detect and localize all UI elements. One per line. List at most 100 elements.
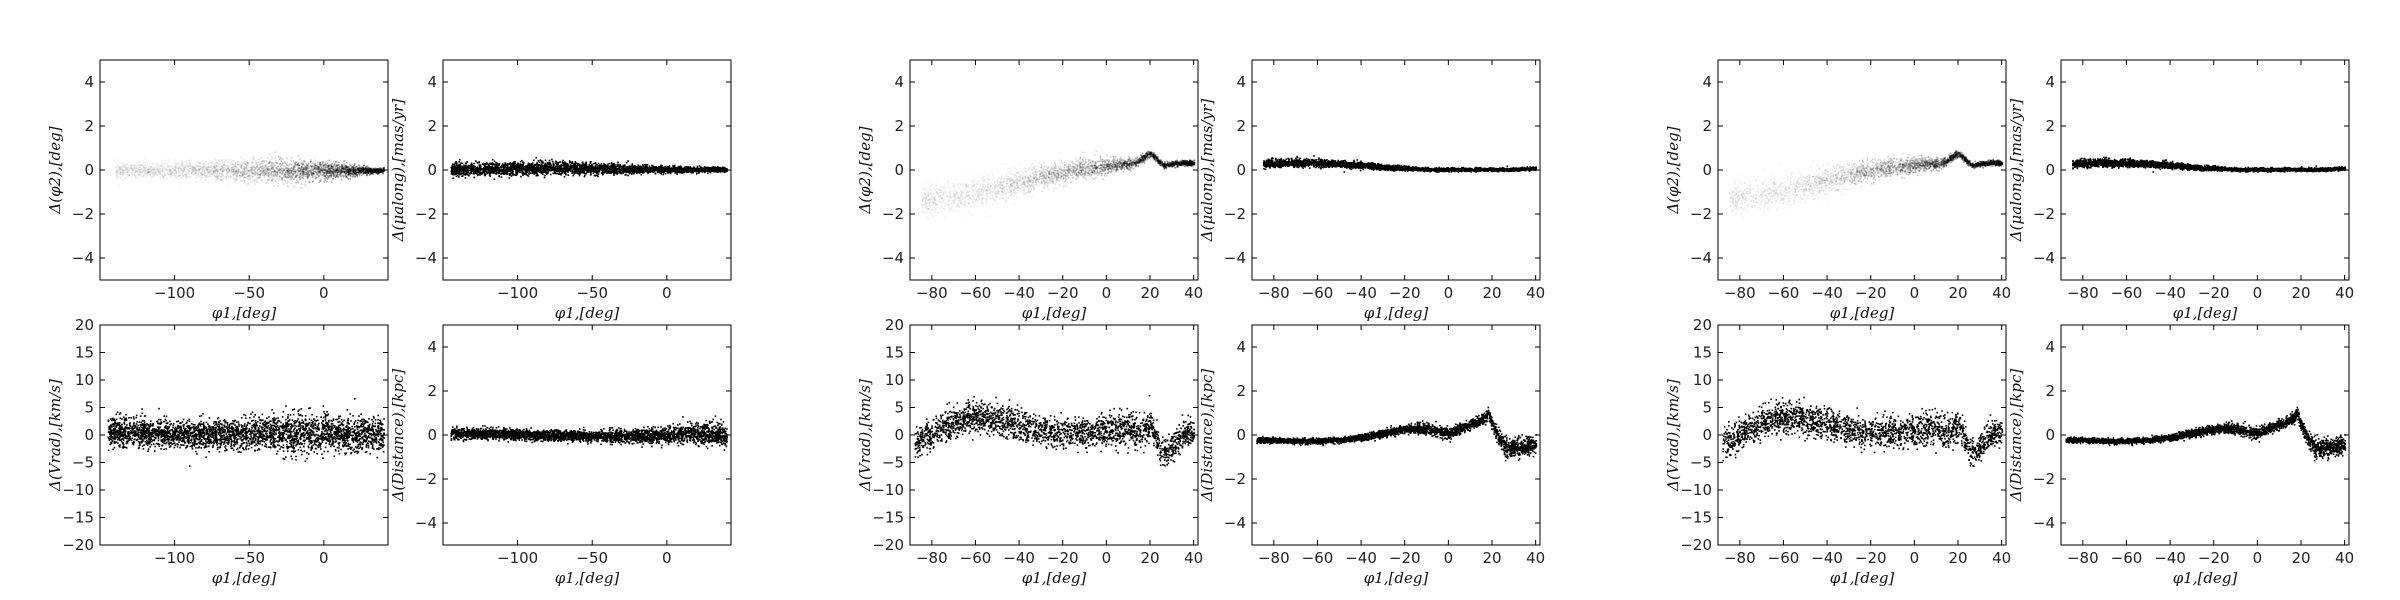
data-point <box>292 175 294 177</box>
data-point <box>354 164 356 166</box>
data-point <box>336 164 338 166</box>
data-point <box>298 155 300 157</box>
data-point <box>262 173 264 175</box>
data-point <box>176 172 178 174</box>
data-point <box>239 174 241 176</box>
data-point <box>193 163 195 165</box>
data-point <box>299 164 301 166</box>
data-point <box>271 180 273 182</box>
data-point <box>304 174 306 176</box>
data-point <box>265 172 267 174</box>
data-point <box>584 175 586 177</box>
data-point <box>251 172 253 174</box>
data-point <box>280 157 282 159</box>
data-point <box>285 180 287 182</box>
data-point <box>281 164 283 166</box>
data-point <box>359 174 361 176</box>
data-point <box>283 170 285 172</box>
data-point <box>277 183 279 185</box>
data-point <box>148 166 150 168</box>
data-point <box>222 174 224 176</box>
data-point <box>151 171 153 173</box>
data-point <box>187 166 189 168</box>
data-point <box>134 172 136 174</box>
data-point <box>256 165 258 167</box>
data-point <box>170 169 172 171</box>
data-point <box>489 163 491 165</box>
data-point <box>169 158 171 160</box>
data-point <box>143 168 145 170</box>
data-point <box>246 170 248 172</box>
data-point <box>341 166 343 168</box>
data-point <box>345 165 347 167</box>
x-axis-label: φ1,[deg] <box>212 304 277 322</box>
data-point <box>325 170 327 172</box>
data-point <box>199 170 201 172</box>
data-point <box>244 174 246 176</box>
data-point <box>128 170 130 172</box>
data-point <box>315 178 317 180</box>
data-point <box>250 169 252 171</box>
data-point <box>287 183 289 185</box>
data-point <box>321 169 323 171</box>
data-point <box>331 181 333 183</box>
data-point <box>330 171 332 173</box>
data-point <box>226 174 228 176</box>
data-point <box>116 170 118 172</box>
data-point <box>233 160 235 162</box>
data-point <box>287 170 289 172</box>
data-point <box>496 173 498 175</box>
data-point <box>257 177 259 179</box>
data-point <box>144 176 146 178</box>
data-point <box>304 169 306 171</box>
data-point <box>365 170 367 172</box>
data-point <box>240 171 242 173</box>
data-point <box>361 174 363 176</box>
data-point <box>253 169 255 171</box>
data-point <box>285 167 287 169</box>
data-point <box>173 176 175 178</box>
data-point <box>175 158 177 160</box>
data-point <box>181 161 183 163</box>
data-point <box>211 163 213 165</box>
data-point <box>368 169 370 171</box>
data-point <box>308 163 310 165</box>
data-point <box>255 162 257 164</box>
data-point <box>253 167 255 169</box>
data-point <box>237 171 239 173</box>
y-tick-label: 0 <box>84 161 94 179</box>
data-point <box>233 169 235 171</box>
data-point <box>717 171 719 173</box>
data-point <box>458 176 460 178</box>
data-point <box>341 169 343 171</box>
data-point <box>227 173 229 175</box>
data-point <box>212 167 214 169</box>
data-point <box>286 176 288 178</box>
data-point <box>314 160 316 162</box>
data-point <box>252 166 254 168</box>
data-point <box>118 170 120 172</box>
data-point <box>122 174 124 176</box>
data-point <box>273 165 275 167</box>
data-point <box>357 171 359 173</box>
data-point <box>262 163 264 165</box>
data-point <box>224 163 226 165</box>
data-point <box>296 175 298 177</box>
data-point <box>573 175 575 177</box>
data-point <box>319 172 321 174</box>
data-point <box>138 169 140 171</box>
y-tick-label: −2 <box>72 205 94 223</box>
data-point <box>138 171 140 173</box>
data-point <box>262 165 264 167</box>
data-point <box>214 175 216 177</box>
data-point <box>282 178 284 180</box>
data-point <box>134 166 136 168</box>
data-point <box>164 173 166 175</box>
data-point <box>135 173 137 175</box>
data-point <box>366 175 368 177</box>
data-point <box>307 172 309 174</box>
data-point <box>672 165 674 167</box>
data-point <box>259 159 261 161</box>
data-point <box>176 166 178 168</box>
data-point <box>170 166 172 168</box>
